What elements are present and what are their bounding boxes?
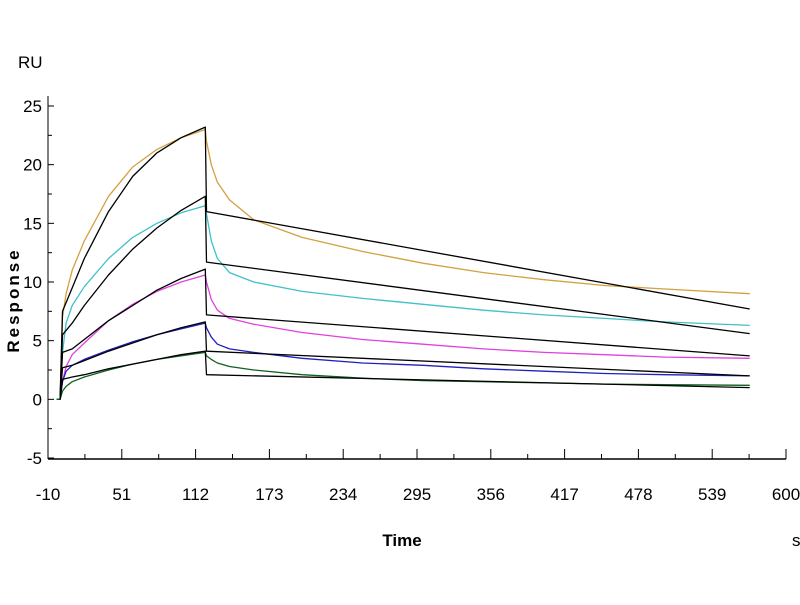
x-tick-label: 600 xyxy=(772,485,800,504)
x-tick-label: 112 xyxy=(182,485,209,504)
y-tick-label: 15 xyxy=(23,214,42,233)
x-tick-label: 51 xyxy=(112,485,131,504)
x-axis-title: Time xyxy=(382,531,421,550)
series-line-fit-3 xyxy=(59,268,750,400)
series-line-fit-4 xyxy=(59,321,750,400)
x-unit-label: s xyxy=(792,531,800,550)
y-axis-title: Response xyxy=(4,247,23,352)
series-line-fit-1 xyxy=(59,126,750,400)
x-tick-label: 539 xyxy=(698,485,726,504)
y-tick-label: 20 xyxy=(23,156,42,175)
series-line-fit-2 xyxy=(59,195,750,400)
series-line-fit-5 xyxy=(59,350,750,400)
x-tick-label: -10 xyxy=(36,485,61,504)
series-line-data-2 xyxy=(56,205,750,400)
x-tick-label: 234 xyxy=(329,485,357,504)
y-tick-label: 0 xyxy=(33,390,42,409)
x-tick-label: 478 xyxy=(624,485,652,504)
y-tick-label: 5 xyxy=(33,332,42,351)
series-line-data-4 xyxy=(56,322,750,400)
x-tick-label: 356 xyxy=(477,485,505,504)
y-unit-label: RU xyxy=(18,53,43,72)
y-tick-label: 25 xyxy=(23,97,42,116)
series-line-data-1 xyxy=(56,128,750,400)
x-tick-label: 173 xyxy=(255,485,283,504)
series-line-data-5 xyxy=(56,351,750,400)
y-tick-label: 10 xyxy=(23,273,42,292)
series-line-data-3 xyxy=(56,274,750,400)
y-tick-label: -5 xyxy=(27,449,42,468)
x-tick-label: 417 xyxy=(550,485,578,504)
x-tick-label: 295 xyxy=(403,485,431,504)
